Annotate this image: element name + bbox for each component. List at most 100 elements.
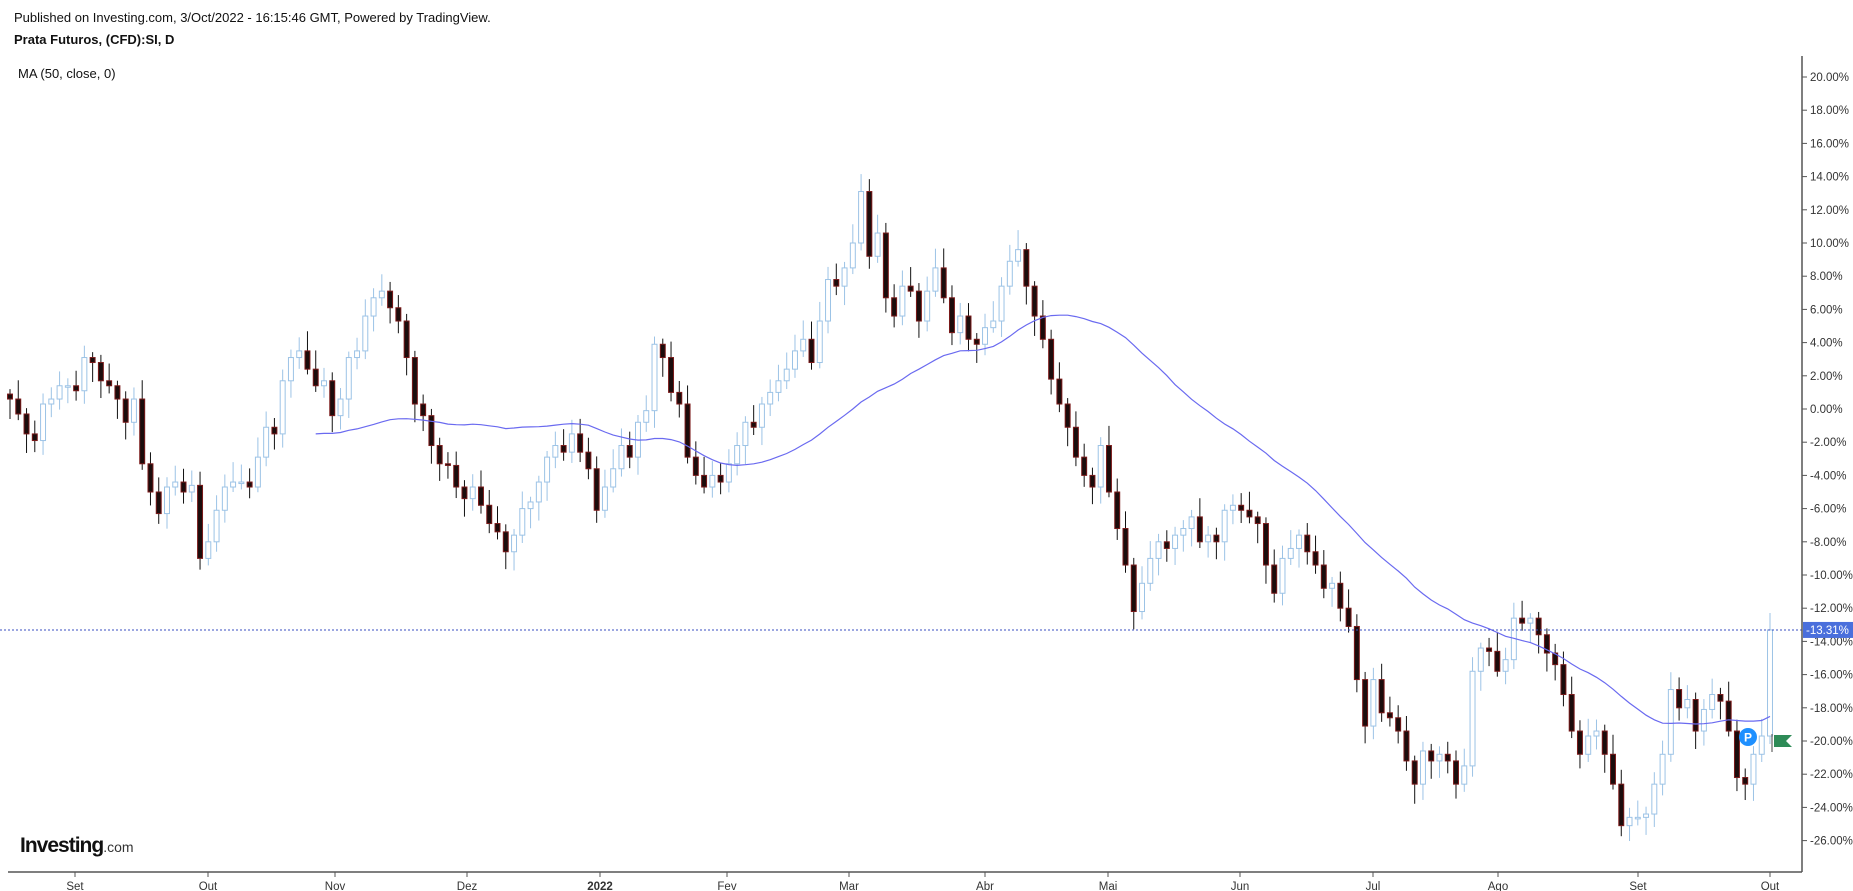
candle	[924, 276, 931, 332]
candle	[461, 480, 468, 517]
y-tick-label: -14.00%	[1810, 636, 1853, 648]
candle-body	[1304, 534, 1311, 553]
candle	[1378, 663, 1385, 722]
flag-icon[interactable]	[1771, 734, 1792, 752]
price-axis[interactable]: 20.00% 18.00% 16.00% 14.00% 12.00% 10.00% 8.00…	[1802, 72, 1853, 848]
candle-body	[1717, 694, 1724, 702]
candle	[81, 345, 88, 404]
candle	[172, 465, 179, 496]
candle	[1246, 491, 1253, 524]
candle	[1262, 517, 1269, 584]
candle-body	[1692, 699, 1699, 732]
candle	[866, 179, 873, 269]
y-tick-label: 6.00%	[1810, 304, 1843, 316]
candle-body	[1163, 541, 1170, 549]
candle-body	[304, 350, 311, 370]
candle-body	[1039, 315, 1046, 340]
candle	[1634, 800, 1641, 826]
candle-body	[1461, 765, 1468, 785]
candle	[420, 394, 427, 432]
candle-body	[1031, 285, 1038, 317]
candle-body	[593, 468, 600, 511]
candle-body	[1056, 378, 1063, 405]
candle	[1477, 642, 1484, 691]
candle-body	[577, 433, 584, 453]
candle	[56, 371, 63, 410]
candle-body	[560, 445, 567, 453]
candle-body	[1048, 338, 1055, 380]
candle	[1510, 602, 1517, 670]
candle-body	[279, 380, 286, 435]
candle	[758, 396, 765, 446]
candle-body	[1345, 607, 1352, 627]
logo-main: Investing	[20, 834, 104, 857]
x-tick-label: Mar	[839, 881, 859, 891]
candle	[568, 419, 575, 463]
time-axis[interactable]: Set Out Nov Dez 2022 Fev Mar Abr Mai Jun Jul Ago Set…	[66, 872, 1780, 891]
candle	[1213, 527, 1220, 560]
candle-body	[164, 486, 170, 515]
investing-logo[interactable]: Investing.com	[20, 834, 134, 858]
candle	[1386, 696, 1393, 727]
candle	[849, 224, 856, 275]
candle-body	[1271, 564, 1278, 594]
candle-body	[395, 307, 402, 322]
candle	[213, 495, 220, 552]
candle-body	[519, 508, 526, 536]
candle-body	[97, 362, 104, 382]
candle	[1444, 741, 1451, 774]
candle-body	[502, 531, 509, 553]
candle	[1163, 530, 1170, 562]
candle	[354, 337, 361, 370]
marker-p-icon[interactable]: P	[1739, 728, 1757, 746]
candle	[494, 506, 501, 540]
candle	[816, 301, 823, 369]
candle	[1733, 719, 1740, 792]
candle	[89, 352, 96, 383]
candle-body	[990, 320, 997, 329]
candle-body	[1105, 445, 1112, 493]
candle	[1610, 734, 1616, 790]
candle-body	[1362, 679, 1369, 727]
candle-body	[486, 504, 493, 525]
candle	[1056, 362, 1063, 413]
candle	[23, 408, 30, 453]
candle-body	[1709, 694, 1716, 710]
candle-body	[1130, 564, 1137, 613]
candle	[1353, 614, 1360, 693]
candle	[948, 285, 955, 346]
candle-body	[197, 484, 204, 559]
candle	[1469, 657, 1476, 777]
y-tick-label: 0.00%	[1810, 404, 1843, 416]
candle	[1601, 724, 1608, 773]
candle	[1758, 718, 1765, 763]
candle-body	[15, 398, 22, 415]
candle	[585, 437, 592, 480]
candle	[791, 334, 798, 378]
candle	[1287, 530, 1294, 565]
candle	[725, 449, 732, 493]
candle	[1717, 687, 1724, 720]
candle-body	[238, 481, 245, 485]
candle	[1560, 651, 1567, 707]
x-tick-label: Jul	[1366, 881, 1381, 891]
candle-body	[626, 445, 633, 458]
marker-label: P	[1744, 731, 1752, 745]
candle-body	[701, 474, 708, 488]
candle	[1345, 589, 1352, 633]
candle-body	[585, 451, 592, 470]
candle-body	[287, 357, 294, 382]
candle-body	[221, 486, 228, 511]
candle	[734, 432, 741, 476]
candle	[957, 302, 964, 345]
candle	[304, 331, 311, 375]
candle	[31, 420, 38, 453]
indicator-label[interactable]: MA (50, close, 0)	[18, 66, 116, 81]
candle	[527, 496, 534, 529]
candle-body	[1725, 700, 1732, 732]
candle	[1419, 741, 1426, 800]
candle	[544, 451, 551, 501]
candle-body	[1610, 753, 1616, 785]
candle	[147, 452, 154, 506]
